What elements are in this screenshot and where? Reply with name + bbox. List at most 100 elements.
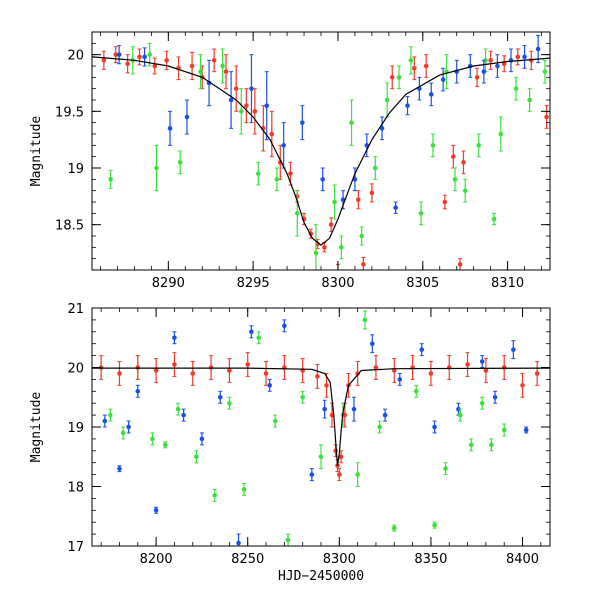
- data-point-green: [418, 201, 424, 226]
- data-point-red: [269, 110, 275, 158]
- data-point-red: [520, 372, 525, 398]
- y-tick-label: 19: [67, 421, 84, 436]
- data-point-green: [462, 178, 468, 203]
- data-point-green: [355, 462, 360, 487]
- model-curve: [92, 56, 550, 246]
- bottom-panel-ylabel: Magnitude: [29, 392, 44, 463]
- data-point-green: [220, 48, 225, 84]
- bottom-panel-xlabel: HJD−2450000: [278, 569, 364, 584]
- bottom-panel-frame: [91, 307, 551, 547]
- y-tick-label: 21: [67, 302, 84, 317]
- data-point-green: [313, 224, 319, 270]
- data-point-green: [256, 331, 262, 345]
- data-point-green: [444, 54, 449, 90]
- data-point-red: [423, 54, 429, 78]
- data-point-blue: [206, 59, 212, 107]
- data-point-blue: [467, 54, 473, 78]
- data-point-green: [147, 42, 152, 67]
- data-point-red: [223, 54, 229, 90]
- bottom-panel: 8200 8250 8300 8350 8400 17 18 19 20 21 Magnitude…: [29, 302, 551, 584]
- data-point-green: [318, 444, 324, 470]
- data-point-green: [349, 99, 354, 146]
- data-point-blue: [393, 201, 398, 214]
- data-point-red: [428, 361, 434, 386]
- data-point-blue: [382, 408, 388, 422]
- data-point-blue: [249, 54, 254, 124]
- data-point-red: [355, 361, 360, 386]
- data-point-green: [154, 144, 159, 192]
- data-point-blue: [320, 167, 325, 192]
- data-point-green: [491, 212, 497, 226]
- data-point-red: [411, 56, 417, 81]
- x-tick-label: 8300: [321, 276, 354, 291]
- data-point-green: [513, 76, 519, 101]
- data-point-blue: [199, 432, 205, 446]
- data-point-red: [282, 355, 287, 380]
- data-point-green: [362, 310, 368, 330]
- data-point-blue: [428, 82, 434, 107]
- data-point-red: [501, 355, 507, 380]
- bottom-panel-model: [92, 367, 550, 466]
- x-tick-label: 8305: [406, 276, 439, 291]
- data-point-red: [483, 358, 489, 383]
- data-point-green: [430, 133, 436, 158]
- data-point-red: [300, 358, 305, 383]
- data-point-blue: [495, 54, 500, 78]
- data-point-green: [501, 423, 507, 437]
- data-point-blue: [184, 99, 190, 135]
- data-point-red: [446, 355, 452, 380]
- data-point-green: [527, 88, 532, 112]
- data-point-red: [515, 48, 521, 66]
- data-point-green: [274, 167, 280, 192]
- data-point-blue: [217, 390, 223, 404]
- data-point-green: [396, 65, 402, 90]
- data-point-green: [332, 184, 337, 220]
- data-point-blue: [440, 67, 446, 92]
- data-point-red: [534, 361, 540, 386]
- data-point-blue: [172, 331, 177, 345]
- model-curve: [92, 367, 550, 466]
- data-point-green: [384, 82, 390, 118]
- data-point-red: [457, 258, 463, 270]
- y-tick-label: 18: [67, 481, 84, 496]
- data-point-red: [252, 88, 258, 135]
- data-point-red: [529, 50, 534, 70]
- x-tick-label: 8400: [506, 552, 539, 567]
- x-tick-label: 8350: [414, 552, 447, 567]
- data-point-red: [233, 65, 239, 112]
- data-point-green: [372, 156, 378, 180]
- data-point-red: [501, 55, 507, 73]
- y-tick-label: 17: [67, 540, 84, 555]
- data-point-red: [461, 150, 466, 175]
- data-point-blue: [264, 71, 270, 141]
- data-point-green: [391, 524, 397, 532]
- data-point-green: [238, 88, 244, 135]
- data-point-red: [389, 65, 395, 90]
- data-point-red: [356, 190, 361, 210]
- data-point-blue: [432, 420, 437, 434]
- x-tick-label: 8290: [152, 276, 185, 291]
- data-point-green: [294, 190, 300, 237]
- data-point-red: [101, 50, 107, 70]
- data-point-blue: [135, 384, 141, 398]
- x-tick-label: 8250: [231, 552, 264, 567]
- data-point-green: [468, 438, 474, 452]
- data-point-green: [377, 420, 382, 434]
- data-point-red: [125, 54, 130, 74]
- top-panel-model: [92, 56, 550, 246]
- data-point-red: [315, 364, 320, 389]
- data-point-blue: [369, 334, 375, 354]
- y-tick-label: 20: [67, 362, 84, 377]
- data-point-green: [359, 226, 365, 246]
- data-point-blue: [181, 408, 186, 422]
- bottom-panel-ticks: 8200 8250 8300 8350 8400 17 18 19 20 21: [67, 302, 550, 567]
- data-point-green: [227, 396, 232, 410]
- data-point-blue: [492, 390, 498, 404]
- data-point-green: [479, 396, 485, 410]
- data-point-red: [164, 50, 169, 70]
- data-point-blue: [116, 45, 122, 65]
- y-tick-label: 19.5: [55, 105, 84, 120]
- data-point-red: [391, 358, 397, 383]
- top-panel-frame: [91, 31, 551, 271]
- data-point-red: [369, 183, 375, 203]
